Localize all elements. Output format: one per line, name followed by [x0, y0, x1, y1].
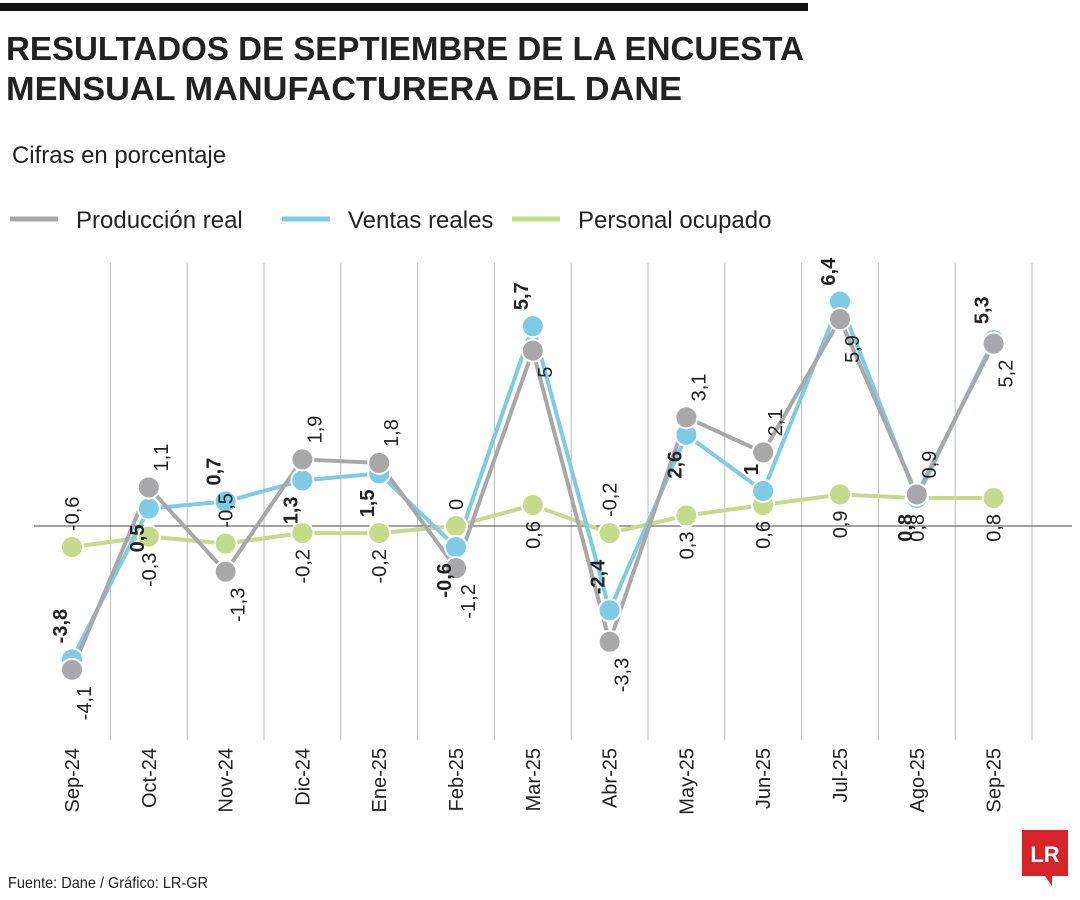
series-marker: [60, 535, 84, 560]
data-label: 0,6: [753, 521, 775, 549]
x-tick-label: Mar-25: [523, 748, 545, 811]
data-label: -3,8: [50, 609, 72, 643]
data-label: -0,6: [434, 563, 456, 597]
data-label: -1,2: [458, 584, 480, 618]
data-label: -0,3: [139, 553, 161, 587]
x-tick-label: Feb-25: [446, 748, 468, 811]
data-label: -0,5: [216, 493, 238, 527]
series-marker: [751, 478, 776, 503]
series-marker: [444, 514, 468, 539]
data-label: 0,3: [676, 532, 698, 560]
logo-box: [1022, 830, 1068, 876]
series-marker: [290, 521, 315, 546]
series-marker: [213, 489, 238, 514]
series-marker: [213, 559, 238, 584]
data-label: -0,6: [62, 497, 84, 531]
x-tick-label: Sep-24: [62, 748, 84, 813]
data-label: 1,8: [381, 419, 403, 447]
data-label: 5,3: [972, 296, 994, 324]
source: Fuente: Dane / Gráfico: LR-GR: [8, 875, 208, 892]
chart-title: MENSUAL MANUFACTURERA DEL DANE: [6, 70, 682, 107]
subtitle: Cifras en porcentaje: [12, 142, 226, 169]
data-label: 1,5: [357, 489, 379, 517]
series-marker: [674, 405, 699, 430]
logo: LR: [1030, 842, 1059, 867]
legend-label: Ventas reales: [348, 207, 493, 234]
x-tick-label: Nov-24: [216, 748, 238, 812]
series-marker: [981, 485, 1006, 510]
data-label: 0,9: [919, 451, 941, 479]
data-label: 5,7: [511, 282, 533, 310]
data-label: 1: [741, 464, 763, 475]
series-marker: [520, 338, 545, 363]
x-tick-label: Oct-24: [139, 748, 161, 808]
data-label: -1,3: [228, 588, 250, 622]
logo-tail: [1045, 876, 1052, 886]
data-label: -0,2: [292, 549, 314, 583]
series-marker: [136, 475, 161, 500]
data-label: 5,9: [842, 335, 864, 363]
top-bar: [0, 3, 808, 11]
series-marker: [904, 482, 929, 507]
series-marker: [213, 531, 238, 556]
series-marker: [444, 556, 468, 581]
chart-title: RESULTADOS DE SEPTIEMBRE DE LA ENCUESTA: [6, 30, 804, 67]
data-label: 0,6: [523, 521, 545, 549]
series-marker: [290, 468, 315, 493]
x-tick-label: Abr-25: [600, 748, 622, 808]
x-tick-label: Dic-24: [292, 748, 314, 806]
data-label: -0,2: [369, 549, 391, 583]
series-marker: [520, 314, 545, 339]
series-marker: [136, 496, 161, 521]
series-marker: [597, 521, 622, 546]
series-marker: [597, 629, 622, 654]
data-label: 0,5: [127, 525, 149, 553]
data-label: -4,1: [74, 686, 96, 720]
data-label: 2,6: [664, 451, 686, 479]
x-tick-label: Jun-25: [753, 748, 775, 809]
legend-label: Personal ocupado: [578, 207, 771, 234]
data-label: 5,2: [996, 360, 1018, 388]
x-tick-label: Ene-25: [369, 748, 391, 813]
data-label: 0: [446, 499, 468, 510]
series-marker: [367, 450, 392, 475]
x-tick-label: May-25: [676, 748, 698, 815]
x-tick-label: Ago-25: [907, 748, 929, 813]
data-label: -3,3: [612, 658, 634, 692]
data-label: -2,4: [588, 559, 610, 594]
series-marker: [136, 524, 161, 549]
series-marker: [981, 331, 1006, 356]
data-label: 1,3: [280, 496, 302, 524]
data-label: -0,2: [600, 483, 622, 517]
data-label: 2,1: [765, 409, 787, 437]
series-marker: [520, 493, 545, 518]
series-marker: [751, 440, 776, 465]
series-marker: [597, 598, 622, 623]
data-label: 0,9: [830, 510, 852, 538]
x-tick-label: Jul-25: [830, 748, 852, 802]
data-label: 0,8: [907, 514, 929, 542]
data-label: 0,8: [895, 514, 917, 542]
series-marker: [60, 657, 84, 682]
data-label: 0,8: [984, 514, 1006, 542]
series-marker: [674, 503, 699, 528]
data-label: 5: [535, 367, 557, 378]
series-marker: [828, 482, 852, 507]
legend-label: Producción real: [76, 207, 243, 234]
data-label: 0,7: [204, 458, 226, 486]
series-marker: [444, 535, 468, 560]
data-label: 6,4: [818, 257, 840, 286]
data-label: 3,1: [688, 374, 710, 402]
data-label: 1,9: [304, 416, 326, 444]
data-label: 1,1: [151, 444, 173, 472]
x-tick-label: Sep-25: [984, 748, 1006, 813]
series-marker: [367, 521, 392, 546]
series-marker: [828, 307, 852, 332]
series-marker: [290, 447, 315, 472]
